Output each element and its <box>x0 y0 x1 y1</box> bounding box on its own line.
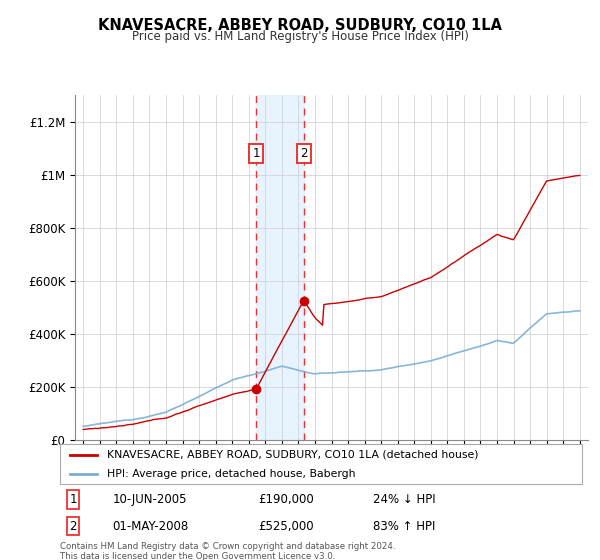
FancyBboxPatch shape <box>60 444 582 484</box>
Text: Price paid vs. HM Land Registry's House Price Index (HPI): Price paid vs. HM Land Registry's House … <box>131 30 469 43</box>
Text: Contains HM Land Registry data © Crown copyright and database right 2024.
This d: Contains HM Land Registry data © Crown c… <box>60 542 395 560</box>
Text: 1: 1 <box>70 493 77 506</box>
Text: 01-MAY-2008: 01-MAY-2008 <box>112 520 188 533</box>
Text: KNAVESACRE, ABBEY ROAD, SUDBURY, CO10 1LA: KNAVESACRE, ABBEY ROAD, SUDBURY, CO10 1L… <box>98 18 502 34</box>
Bar <box>256 95 304 440</box>
Text: 2: 2 <box>300 147 308 160</box>
Text: 10-JUN-2005: 10-JUN-2005 <box>112 493 187 506</box>
Text: KNAVESACRE, ABBEY ROAD, SUDBURY, CO10 1LA (detached house): KNAVESACRE, ABBEY ROAD, SUDBURY, CO10 1L… <box>107 450 478 460</box>
Text: £525,000: £525,000 <box>259 520 314 533</box>
Text: 1: 1 <box>252 147 260 160</box>
Text: 24% ↓ HPI: 24% ↓ HPI <box>373 493 436 506</box>
Text: 2: 2 <box>70 520 77 533</box>
Text: £190,000: £190,000 <box>259 493 314 506</box>
Text: HPI: Average price, detached house, Babergh: HPI: Average price, detached house, Babe… <box>107 469 355 478</box>
Text: 83% ↑ HPI: 83% ↑ HPI <box>373 520 436 533</box>
